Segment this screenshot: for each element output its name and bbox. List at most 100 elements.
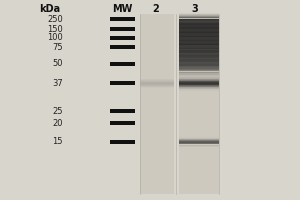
Bar	[178, 28, 219, 29]
Bar	[178, 140, 219, 141]
Bar	[178, 59, 219, 60]
Bar	[178, 27, 219, 28]
Text: 15: 15	[52, 138, 63, 146]
Bar	[178, 39, 219, 40]
Bar	[178, 28, 219, 29]
Bar	[178, 46, 219, 47]
Bar	[110, 36, 135, 40]
Bar	[178, 81, 219, 82]
Bar	[178, 45, 219, 46]
Bar	[178, 56, 219, 57]
Bar	[178, 87, 219, 88]
Bar	[178, 77, 219, 78]
Text: 100: 100	[47, 33, 63, 43]
Bar	[178, 48, 219, 50]
Bar	[178, 146, 219, 147]
Bar	[178, 34, 219, 35]
Bar	[178, 43, 219, 44]
Bar	[178, 32, 219, 33]
Bar	[140, 87, 174, 88]
Text: 25: 25	[52, 107, 63, 116]
Bar	[178, 80, 219, 81]
Bar	[140, 14, 174, 194]
Bar	[178, 53, 219, 55]
Bar	[178, 28, 219, 29]
Bar	[178, 37, 219, 38]
Bar	[178, 51, 219, 52]
Bar	[178, 50, 219, 51]
Bar	[178, 30, 219, 31]
Bar	[178, 34, 219, 35]
Bar	[178, 63, 219, 65]
Text: 3: 3	[192, 4, 198, 14]
Bar	[140, 85, 174, 86]
Bar	[178, 26, 219, 27]
Bar	[178, 15, 219, 16]
Bar	[178, 26, 219, 27]
Bar	[178, 45, 219, 46]
Bar	[178, 21, 219, 22]
Bar	[178, 19, 219, 20]
Text: 250: 250	[47, 15, 63, 23]
Bar	[178, 51, 219, 52]
Bar	[110, 27, 135, 31]
Bar	[178, 50, 219, 52]
Bar	[178, 78, 219, 79]
Bar	[178, 19, 219, 20]
Bar	[178, 26, 219, 27]
Text: MW: MW	[112, 4, 132, 14]
Bar	[178, 75, 219, 76]
Bar	[178, 40, 219, 41]
Bar	[178, 20, 219, 21]
Bar	[178, 30, 219, 31]
Bar	[178, 75, 219, 76]
Bar	[178, 19, 219, 20]
Bar	[178, 71, 219, 73]
Bar	[178, 28, 219, 29]
Bar	[178, 67, 219, 69]
Bar	[178, 30, 219, 31]
Bar	[178, 76, 219, 78]
Bar	[178, 83, 219, 84]
Bar	[178, 29, 219, 30]
Bar	[178, 32, 219, 33]
Bar	[178, 69, 219, 70]
Bar	[178, 48, 219, 49]
Bar	[178, 43, 219, 45]
Bar	[178, 39, 219, 40]
Bar	[178, 40, 219, 41]
Bar	[178, 38, 219, 39]
Bar	[178, 62, 219, 63]
Bar	[178, 40, 219, 41]
Bar	[178, 90, 219, 91]
Bar	[178, 55, 219, 56]
Bar	[178, 23, 219, 24]
Bar	[178, 82, 219, 83]
Bar	[178, 31, 219, 32]
Bar	[178, 78, 219, 79]
Bar	[178, 49, 219, 50]
Bar	[178, 42, 219, 43]
Bar	[178, 20, 219, 21]
Bar	[178, 16, 219, 17]
Bar	[178, 60, 219, 62]
Bar	[110, 62, 135, 66]
Bar	[110, 109, 135, 113]
Bar	[178, 30, 219, 31]
Bar	[178, 42, 219, 43]
Bar	[178, 26, 219, 27]
Bar	[178, 55, 219, 56]
Bar	[178, 24, 219, 25]
Bar	[178, 25, 219, 26]
Bar	[178, 49, 219, 51]
Text: 75: 75	[52, 43, 63, 51]
Bar	[178, 38, 219, 39]
Bar	[178, 45, 219, 46]
Bar	[140, 79, 174, 80]
Bar	[140, 83, 174, 84]
Bar	[110, 17, 135, 21]
Bar	[110, 81, 135, 85]
Bar	[178, 17, 219, 18]
Bar	[178, 72, 219, 73]
Bar	[178, 35, 219, 36]
